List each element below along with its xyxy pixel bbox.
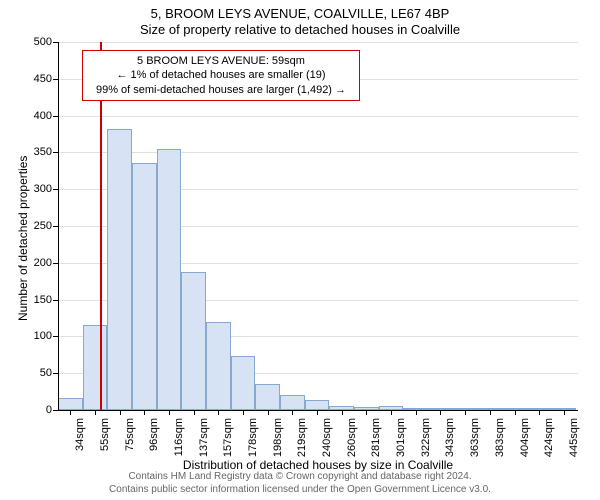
x-axis-label: Distribution of detached houses by size …	[58, 458, 578, 472]
ytick-label: 0	[18, 404, 52, 416]
xtick-label: 55sqm	[99, 418, 111, 451]
xtick-label: 96sqm	[148, 418, 160, 451]
xtick-label: 157sqm	[222, 418, 234, 457]
ytick-label: 450	[18, 73, 52, 85]
xtick-label: 240sqm	[321, 418, 333, 457]
histogram-bar	[255, 384, 280, 410]
histogram-bar	[157, 149, 182, 410]
annotation-box: 5 BROOM LEYS AVENUE: 59sqm ← 1% of detac…	[82, 50, 360, 101]
xtick-label: 301sqm	[395, 418, 407, 457]
xtick-label: 116sqm	[173, 418, 185, 456]
xtick-label: 219sqm	[296, 418, 308, 457]
xtick-label: 383sqm	[494, 418, 506, 457]
histogram-bar	[206, 322, 231, 410]
annotation-line-3: 99% of semi-detached houses are larger (…	[89, 83, 353, 97]
xtick-label: 322sqm	[420, 418, 432, 457]
gridline	[58, 42, 578, 43]
annotation-line-2: ← 1% of detached houses are smaller (19)	[89, 68, 353, 82]
ytick-label: 400	[18, 110, 52, 122]
y-axis-line	[58, 42, 59, 410]
ytick-label: 100	[18, 330, 52, 342]
histogram-bar	[231, 356, 256, 410]
xtick-label: 198sqm	[272, 418, 284, 457]
y-axis-label: Number of detached properties	[16, 156, 30, 321]
histogram-bar	[280, 395, 305, 410]
histogram-bar	[58, 398, 83, 410]
footer-line-1: Contains HM Land Registry data © Crown c…	[0, 471, 600, 484]
xtick-label: 363sqm	[469, 418, 481, 457]
xtick-label: 424sqm	[543, 418, 555, 457]
xtick-label: 343sqm	[444, 418, 456, 457]
xtick-label: 75sqm	[124, 418, 136, 451]
ytick-label: 50	[18, 367, 52, 379]
xtick-label: 137sqm	[198, 418, 210, 457]
histogram-bar	[305, 400, 330, 410]
x-axis-line	[58, 410, 578, 411]
xtick-label: 34sqm	[74, 418, 86, 451]
xtick-label: 260sqm	[346, 418, 358, 457]
xtick-label: 178sqm	[247, 418, 259, 457]
chart-container: 05010015020025030035040045050034sqm55sqm…	[0, 0, 600, 500]
annotation-line-1: 5 BROOM LEYS AVENUE: 59sqm	[89, 54, 353, 68]
histogram-bar	[181, 272, 206, 410]
histogram-bar	[132, 163, 157, 410]
histogram-bar	[107, 129, 132, 410]
xtick-label: 281sqm	[370, 418, 382, 457]
histogram-bar	[83, 325, 108, 410]
gridline	[58, 116, 578, 117]
xtick-label: 445sqm	[568, 418, 580, 457]
xtick-label: 404sqm	[519, 418, 531, 457]
footer: Contains HM Land Registry data © Crown c…	[0, 471, 600, 496]
gridline	[58, 152, 578, 153]
footer-line-2: Contains public sector information licen…	[0, 484, 600, 497]
ytick-label: 500	[18, 36, 52, 48]
